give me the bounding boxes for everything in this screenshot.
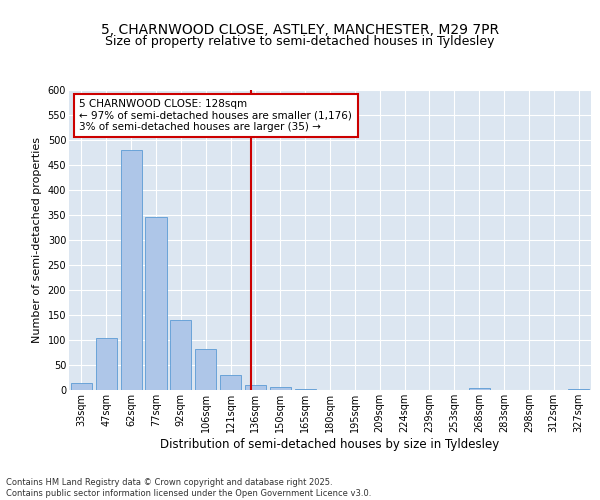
Bar — [96, 338, 117, 390]
Text: 5, CHARNWOOD CLOSE, ASTLEY, MANCHESTER, M29 7PR: 5, CHARNWOOD CLOSE, ASTLEY, MANCHESTER, … — [101, 22, 499, 36]
X-axis label: Distribution of semi-detached houses by size in Tyldesley: Distribution of semi-detached houses by … — [160, 438, 500, 450]
Bar — [270, 387, 291, 390]
Bar — [469, 388, 490, 390]
Text: Size of property relative to semi-detached houses in Tyldesley: Size of property relative to semi-detach… — [105, 35, 495, 48]
Bar — [245, 384, 266, 390]
Bar — [195, 348, 216, 390]
Bar — [295, 388, 316, 390]
Bar — [220, 375, 241, 390]
Bar — [71, 382, 92, 390]
Bar — [170, 320, 191, 390]
Bar — [145, 216, 167, 390]
Text: 5 CHARNWOOD CLOSE: 128sqm
← 97% of semi-detached houses are smaller (1,176)
3% o: 5 CHARNWOOD CLOSE: 128sqm ← 97% of semi-… — [79, 99, 352, 132]
Text: Contains HM Land Registry data © Crown copyright and database right 2025.
Contai: Contains HM Land Registry data © Crown c… — [6, 478, 371, 498]
Bar — [568, 388, 589, 390]
Y-axis label: Number of semi-detached properties: Number of semi-detached properties — [32, 137, 42, 343]
Bar — [121, 150, 142, 390]
